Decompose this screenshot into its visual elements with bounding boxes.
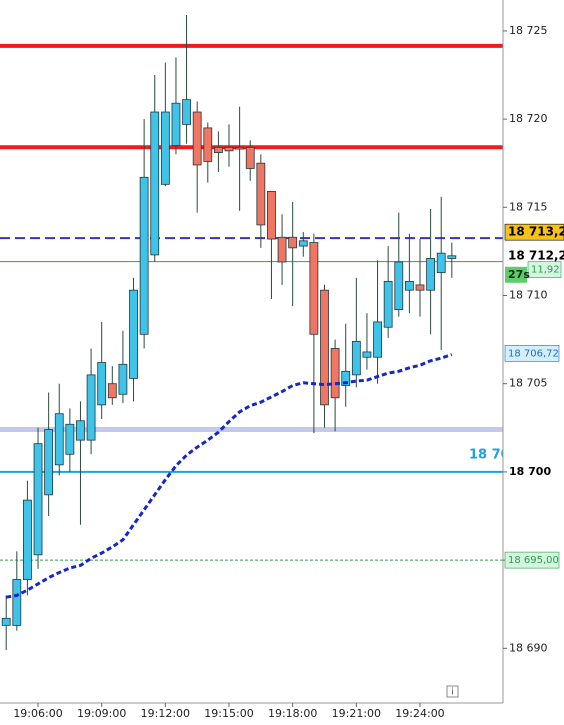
y-tick-label: 18 710 bbox=[509, 288, 548, 301]
x-tick-label: 19:12:00 bbox=[141, 707, 190, 720]
candle-body bbox=[150, 111, 160, 256]
price-label: 18 713,25 bbox=[508, 225, 564, 239]
candle-body bbox=[373, 321, 382, 358]
candle-body bbox=[267, 191, 276, 240]
candle-body bbox=[203, 127, 213, 162]
candle-body bbox=[139, 176, 149, 335]
candle-body bbox=[447, 255, 457, 259]
candle-body bbox=[23, 499, 32, 580]
price-label-box bbox=[504, 551, 560, 569]
y-tick-label: 18 715 bbox=[509, 200, 548, 213]
candle-body bbox=[54, 413, 64, 466]
y-tick-label: 18 725 bbox=[509, 24, 548, 37]
price-label-box bbox=[527, 261, 562, 278]
info-icon-glyph: i bbox=[451, 688, 454, 698]
candle-body bbox=[362, 351, 372, 358]
candle-body bbox=[351, 340, 361, 376]
candle-body bbox=[213, 146, 223, 153]
countdown-box bbox=[505, 266, 527, 283]
price-label: 18 695,00 bbox=[508, 555, 559, 566]
candle-body bbox=[298, 240, 308, 247]
candle-body bbox=[33, 443, 43, 556]
candle-body bbox=[394, 261, 404, 311]
price-label: 18 712,25 bbox=[508, 248, 564, 262]
candle-body bbox=[118, 363, 128, 395]
candle-body bbox=[288, 236, 298, 249]
candle-body bbox=[330, 348, 340, 399]
price-label: 18 706,72 bbox=[508, 348, 559, 359]
candle-body bbox=[436, 252, 446, 273]
x-tick-label: 19:09:00 bbox=[77, 707, 126, 720]
candle-body bbox=[160, 111, 170, 185]
candle-body bbox=[426, 258, 436, 291]
candle-body bbox=[107, 383, 117, 399]
x-tick-label: 19:06:00 bbox=[13, 707, 62, 720]
candle-body bbox=[341, 370, 351, 386]
candle-body bbox=[12, 579, 22, 626]
candle-body bbox=[404, 280, 414, 291]
candle-body bbox=[192, 111, 202, 166]
y-tick-label: 18 700 bbox=[509, 465, 551, 478]
candle-body bbox=[86, 374, 96, 441]
time-axis bbox=[0, 703, 503, 721]
candle-body bbox=[1, 617, 11, 626]
plot: 18 70 bbox=[0, 14, 510, 651]
candle-body bbox=[97, 362, 107, 406]
candle-body bbox=[277, 236, 287, 263]
candle-body bbox=[245, 146, 255, 169]
candle-body bbox=[76, 420, 85, 441]
info-icon[interactable] bbox=[446, 685, 459, 698]
x-tick-label: 19:24:00 bbox=[395, 707, 444, 720]
price-label-box bbox=[504, 345, 560, 362]
axes: 19:06:00 19:09:00 19:12:00 19:15:00 19:18:00… bbox=[13, 24, 564, 720]
candle-body bbox=[309, 242, 319, 335]
candle-body bbox=[129, 289, 138, 379]
y-tick-label: 18 690 bbox=[509, 641, 548, 654]
candle-body bbox=[415, 284, 425, 291]
candle-body bbox=[171, 102, 181, 146]
candle-body bbox=[256, 162, 266, 226]
countdown: 27s bbox=[508, 268, 530, 281]
candle-body bbox=[65, 423, 75, 455]
candle-body bbox=[383, 280, 393, 328]
candle-body bbox=[44, 429, 54, 496]
price-label-box bbox=[504, 223, 564, 241]
x-tick-label: 19:15:00 bbox=[204, 707, 253, 720]
level-text: 18 70 bbox=[469, 447, 510, 462]
candle-body bbox=[224, 146, 234, 152]
y-tick-label: 18 705 bbox=[509, 377, 548, 390]
moving-average bbox=[5, 353, 453, 599]
candle-body bbox=[320, 289, 329, 406]
y-tick-label: 18 720 bbox=[509, 112, 548, 125]
candle-body bbox=[235, 146, 245, 150]
candle-body bbox=[182, 99, 191, 125]
x-tick-label: 19:18:00 bbox=[268, 707, 317, 720]
x-tick-label: 19:21:00 bbox=[332, 707, 381, 720]
price-label: 11,92 bbox=[531, 265, 560, 276]
price-label-box bbox=[505, 247, 564, 264]
